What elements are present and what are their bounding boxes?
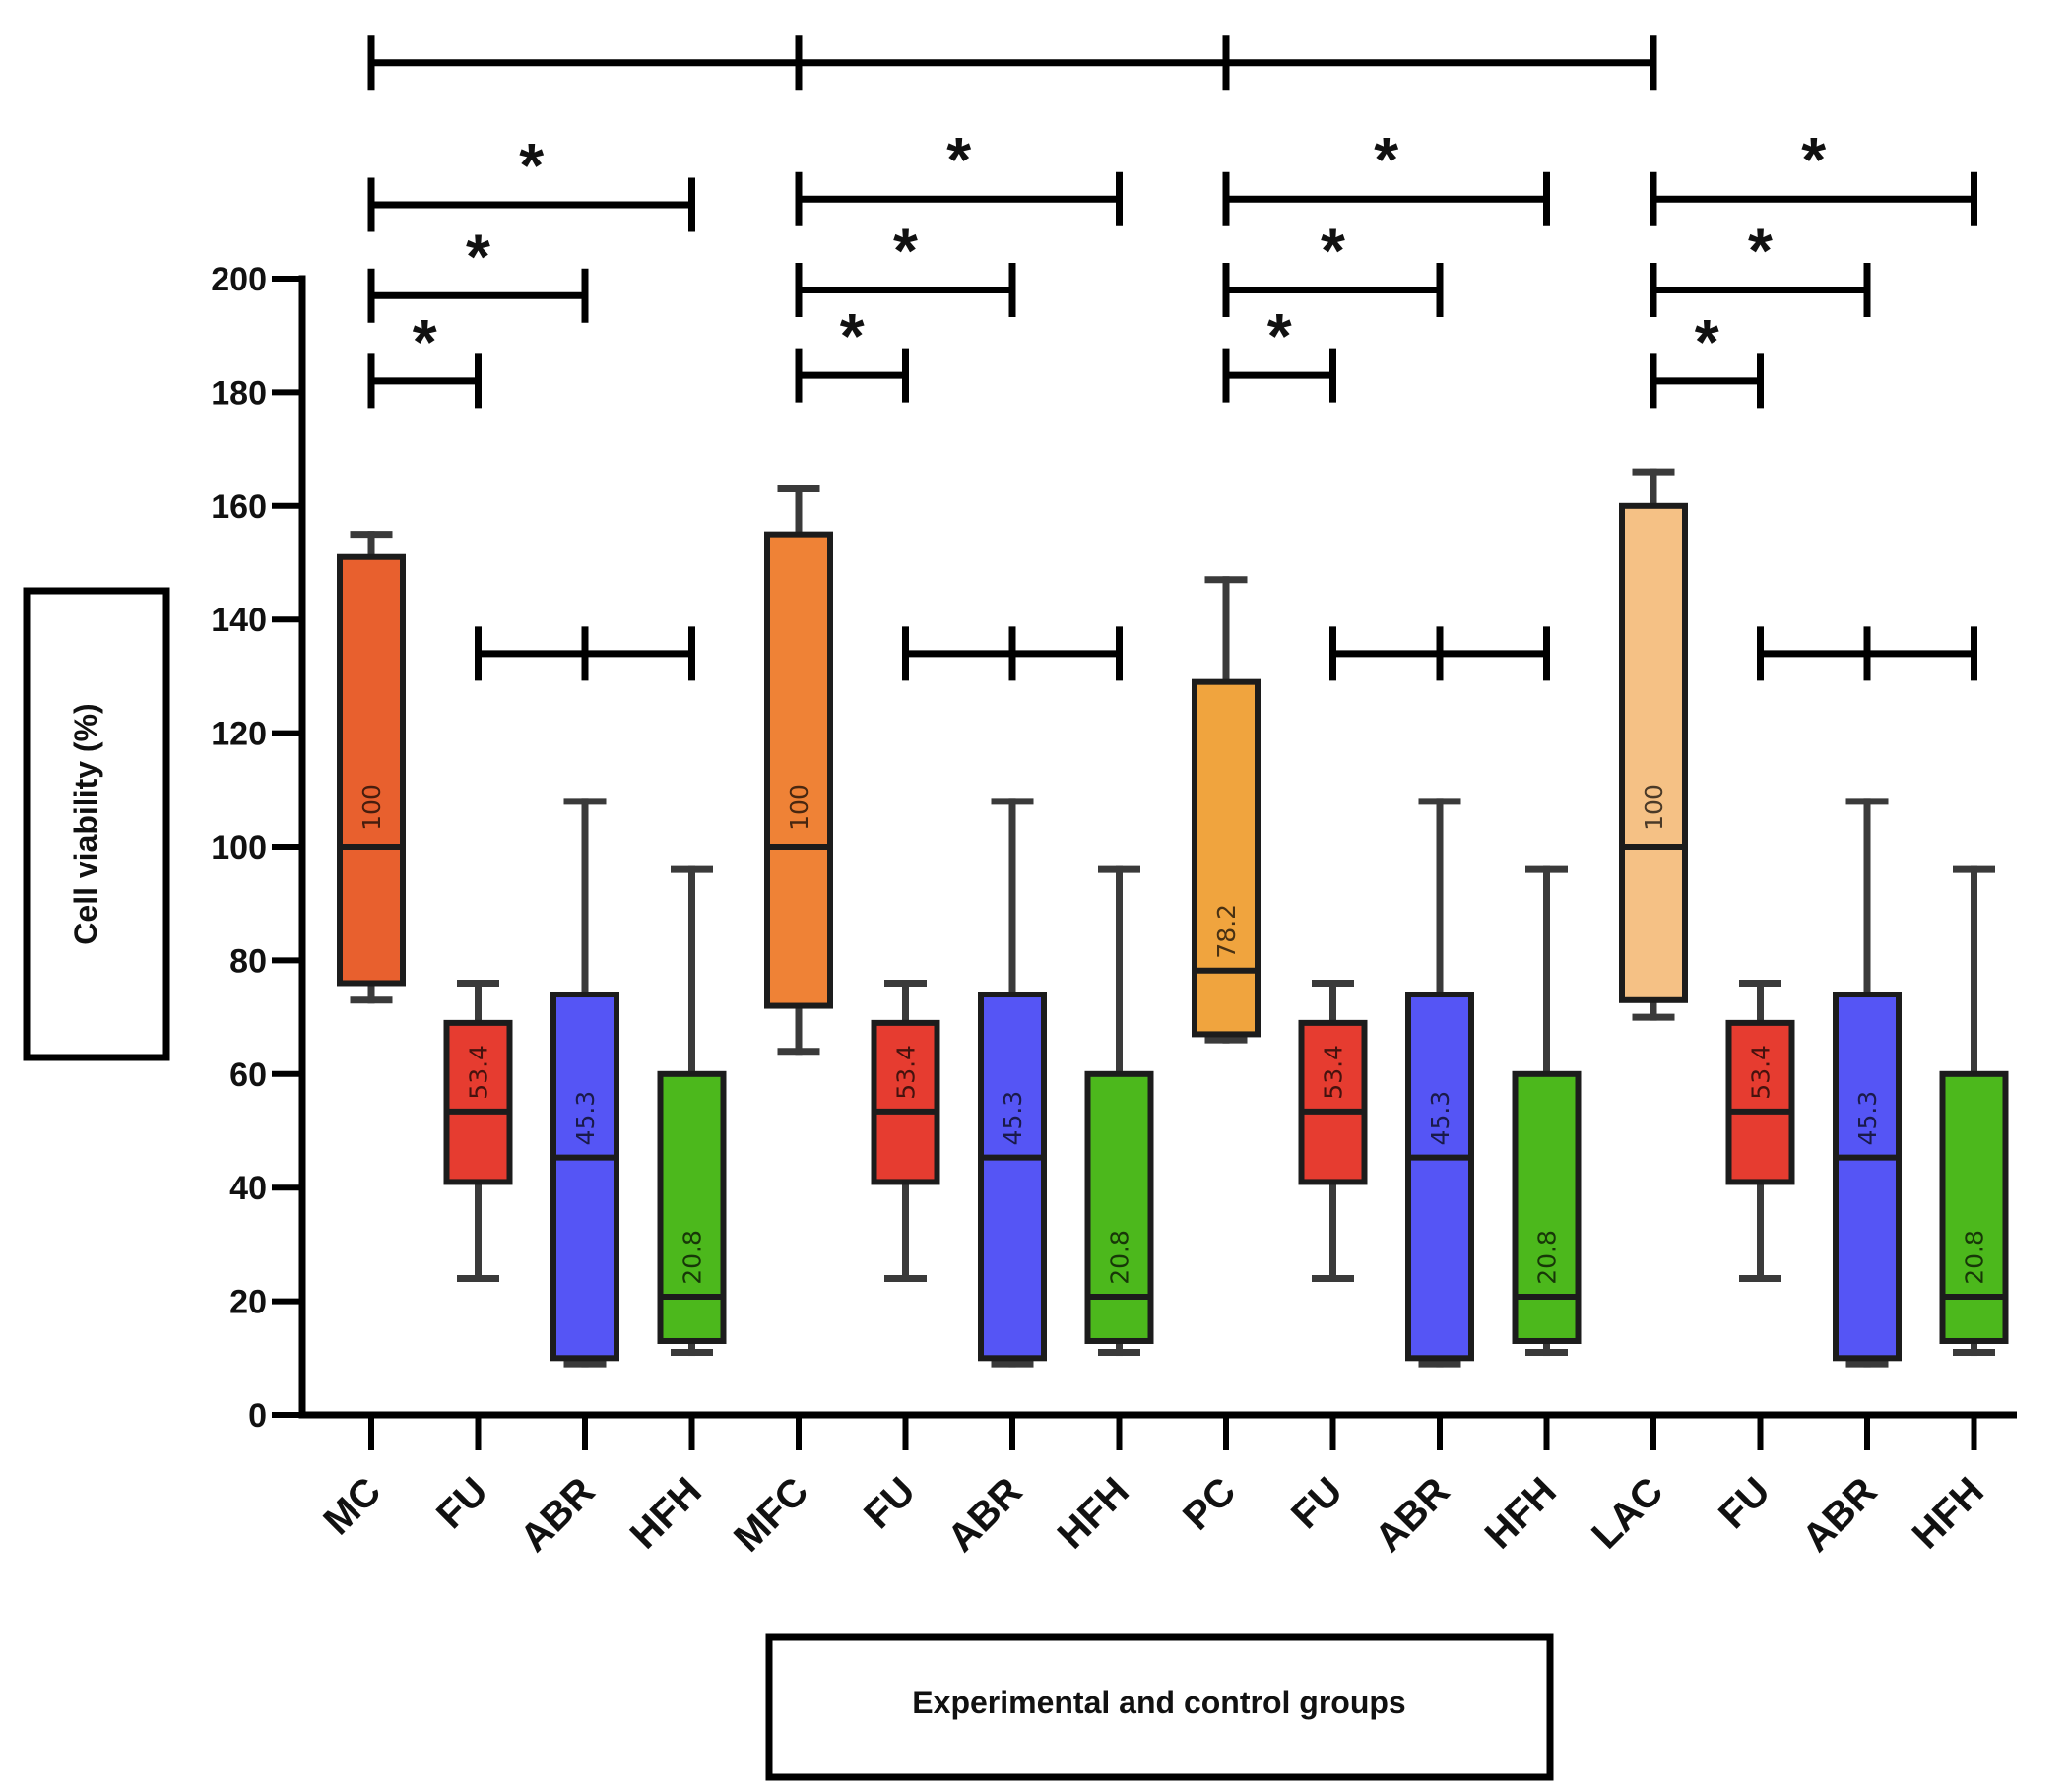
x-category-label: ABR xyxy=(1794,1469,1885,1560)
x-category-label: ABR xyxy=(1367,1469,1457,1560)
x-category-label: MC xyxy=(315,1469,389,1543)
median-value-label: 45.3 xyxy=(1426,1091,1455,1146)
median-value-label: 78.2 xyxy=(1212,904,1241,959)
x-category-label: FU xyxy=(428,1469,496,1537)
significance-star: * xyxy=(413,306,437,377)
x-axis-title-box: Experimental and control groups xyxy=(765,1633,1554,1781)
box-fu xyxy=(1725,1019,1795,1185)
significance-star: * xyxy=(466,221,490,291)
box-abr xyxy=(550,992,619,1362)
y-tick-label: 120 xyxy=(211,716,267,753)
box-abr xyxy=(1405,992,1474,1362)
y-tick-label: 0 xyxy=(248,1397,267,1435)
x-category-label: HFH xyxy=(1477,1469,1565,1557)
median-value-label: 45.3 xyxy=(1853,1091,1882,1146)
x-category-label: PC xyxy=(1175,1469,1244,1538)
x-category-label: ABR xyxy=(512,1469,603,1560)
y-tick-label: 140 xyxy=(211,602,267,639)
x-category-label: FU xyxy=(1711,1469,1779,1537)
median-value-label: 100 xyxy=(357,784,386,831)
median-value-label: 100 xyxy=(785,784,813,831)
x-category-label: HFH xyxy=(622,1469,710,1557)
median-value-label: 45.3 xyxy=(999,1091,1027,1146)
box-abr xyxy=(1833,992,1902,1362)
median-value-label: 20.8 xyxy=(1961,1230,1989,1285)
y-tick-label: 200 xyxy=(211,261,267,298)
x-category-label: ABR xyxy=(939,1469,1030,1560)
box-fu xyxy=(443,1019,513,1185)
significance-star: * xyxy=(1748,216,1773,287)
median-value-label: 20.8 xyxy=(1533,1230,1562,1285)
y-tick-label: 40 xyxy=(229,1170,267,1207)
box-hfh xyxy=(657,1070,727,1344)
median-value-label: 53.4 xyxy=(1747,1045,1776,1100)
x-category-label: LAC xyxy=(1584,1469,1671,1557)
box-hfh xyxy=(1939,1070,2009,1344)
median-value-label: 20.8 xyxy=(679,1230,707,1285)
y-tick-label: 60 xyxy=(229,1056,267,1094)
box-mc xyxy=(337,553,406,987)
y-tick-label: 80 xyxy=(229,942,267,980)
x-axis-title: Experimental and control groups xyxy=(912,1685,1405,1720)
y-tick-label: 20 xyxy=(229,1284,267,1321)
significance-star: * xyxy=(1321,216,1345,287)
x-category-label: HFH xyxy=(1905,1469,1992,1557)
significance-star: * xyxy=(1695,306,1719,377)
x-category-label: FU xyxy=(856,1469,924,1537)
box-abr xyxy=(978,992,1047,1362)
y-axis-title: Cell viability (%) xyxy=(68,703,103,944)
median-value-label: 53.4 xyxy=(1320,1045,1348,1100)
y-tick-label: 160 xyxy=(211,488,267,526)
significance-star: * xyxy=(1267,300,1292,371)
median-value-label: 20.8 xyxy=(1106,1230,1134,1285)
x-category-label: MFC xyxy=(726,1469,816,1560)
x-category-label: HFH xyxy=(1050,1469,1137,1557)
box-pc xyxy=(1192,678,1261,1038)
median-value-label: 100 xyxy=(1640,784,1668,831)
box-lac xyxy=(1619,502,1688,1003)
box-hfh xyxy=(1512,1070,1582,1344)
significance-star: * xyxy=(946,124,971,195)
median-value-label: 53.4 xyxy=(465,1045,493,1100)
box-fu xyxy=(871,1019,940,1185)
y-tick-label: 100 xyxy=(211,829,267,866)
y-axis-title-box: Cell viability (%) xyxy=(23,587,170,1061)
box-hfh xyxy=(1084,1070,1154,1344)
significance-star: * xyxy=(840,300,865,371)
significance-star: * xyxy=(1801,124,1826,195)
significance-star: * xyxy=(1374,124,1398,195)
y-tick-label: 180 xyxy=(211,374,267,412)
median-value-label: 53.4 xyxy=(892,1045,921,1100)
box-fu xyxy=(1298,1019,1368,1185)
median-value-label: 45.3 xyxy=(571,1091,600,1146)
box-mfc xyxy=(764,531,833,1009)
x-category-label: FU xyxy=(1283,1469,1351,1537)
significance-star: * xyxy=(893,216,918,287)
significance-star: * xyxy=(519,130,544,201)
